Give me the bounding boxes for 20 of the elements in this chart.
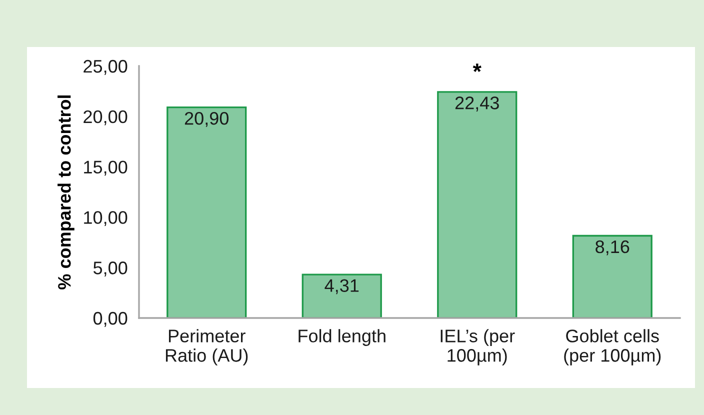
data-label: 4,31 bbox=[324, 279, 359, 294]
x-tick-label: Goblet cells (per 100µm) bbox=[564, 329, 661, 366]
bar bbox=[572, 234, 652, 318]
x-tick-label: Fold length bbox=[298, 329, 386, 346]
bar bbox=[166, 106, 247, 318]
y-tick-label: 0,00 bbox=[93, 312, 128, 327]
y-tick-label: 25,00 bbox=[84, 60, 128, 75]
y-tick-label: 15,00 bbox=[84, 160, 128, 176]
bar bbox=[302, 274, 382, 318]
bar bbox=[437, 91, 518, 318]
data-label: 22,43 bbox=[455, 96, 499, 112]
annotation: * bbox=[472, 64, 482, 72]
y-tick-label: 10,00 bbox=[84, 211, 128, 226]
data-label: 20,90 bbox=[184, 112, 229, 127]
y-tick-label: 20,00 bbox=[84, 110, 128, 126]
data-label: 8,16 bbox=[596, 240, 630, 256]
y-axis-title: % compared to control bbox=[58, 95, 74, 290]
x-tick-label: Perimeter Ratio (AU) bbox=[166, 329, 248, 366]
x-tick-label: IEL’s (per 100µm) bbox=[440, 329, 515, 366]
y-tick-label: 5,00 bbox=[93, 262, 128, 276]
